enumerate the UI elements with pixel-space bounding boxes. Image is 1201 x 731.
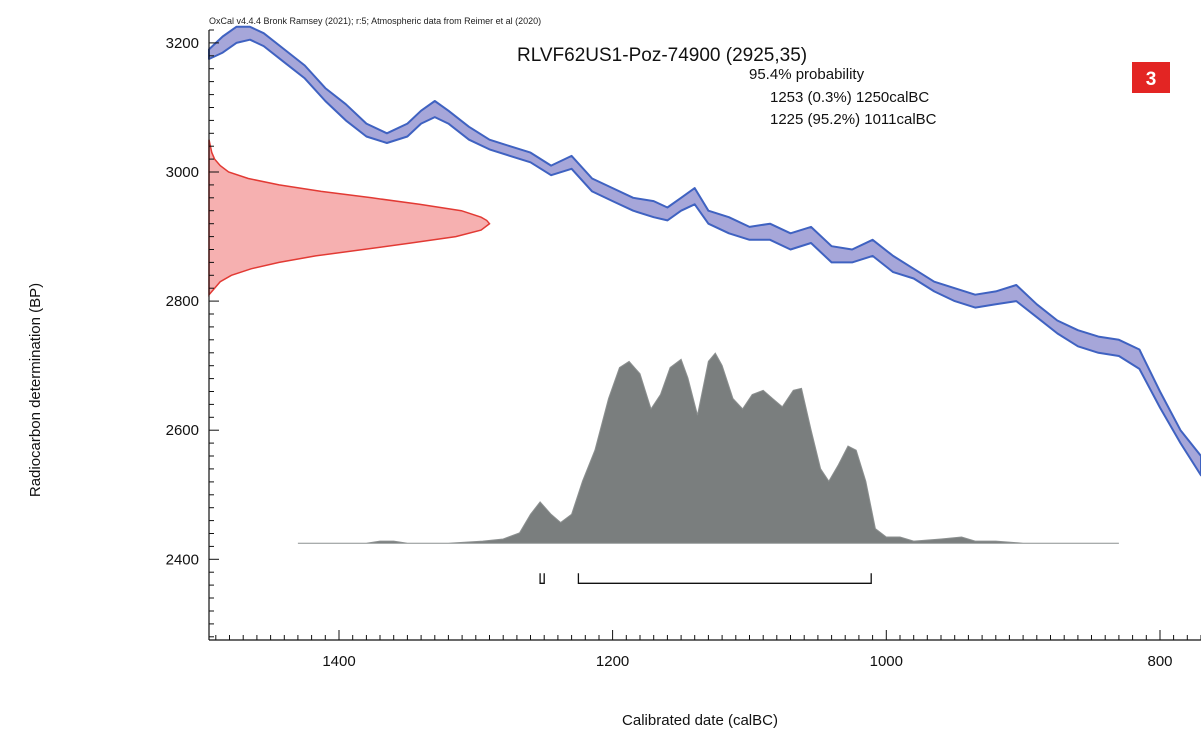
y-tick-label: 2800 (166, 293, 199, 310)
calibration-curve-band (208, 25, 1201, 477)
y-tick-label: 3200 (166, 35, 199, 52)
posterior-distribution (297, 352, 1119, 544)
x-tick-label: 1400 (322, 653, 355, 670)
figure-badge (1132, 62, 1170, 93)
chart-marks: 2400 2600 2800 3000 3200 1400 1200 1000 800 (166, 25, 1201, 670)
x-tick-label: 800 (1147, 653, 1172, 670)
probability-heading: 95.4% probability (749, 66, 865, 83)
range-label-2: 1225 (95.2%) 1011calBC (770, 111, 937, 128)
range-label-1: 1253 (0.3%) 1250calBC (770, 89, 929, 106)
measurement-distribution (208, 139, 491, 297)
x-tick-label: 1200 (596, 653, 629, 670)
range-bracket-1 (539, 573, 545, 584)
credit-text: OxCal v4.4.4 Bronk Ramsey (2021); r:5; A… (209, 16, 541, 26)
x-tick-label: 1000 (870, 653, 903, 670)
y-axis-title: Radiocarbon determination (BP) (27, 283, 44, 497)
y-tick-label: 2400 (166, 551, 199, 568)
figure-badge-label: 3 (1146, 69, 1157, 90)
chart-title: RLVF62US1-Poz-74900 (2925,35) (517, 45, 807, 66)
y-tick-label: 2600 (166, 422, 199, 439)
range-bracket-2 (577, 573, 872, 584)
x-axis-title: Calibrated date (calBC) (622, 712, 778, 729)
y-tick-label: 3000 (166, 164, 199, 181)
